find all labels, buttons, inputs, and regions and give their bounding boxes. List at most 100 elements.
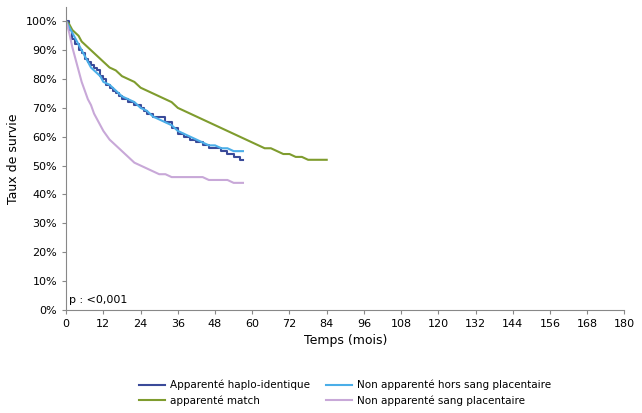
Non apparenté sang placentaire bbox=[87, 102, 95, 107]
Non apparenté sang placentaire bbox=[91, 111, 98, 116]
apparenté match bbox=[143, 88, 151, 93]
Non apparenté hors sang placentaire bbox=[186, 134, 194, 139]
apparenté match bbox=[137, 85, 144, 90]
Non apparenté hors sang placentaire bbox=[223, 146, 231, 151]
Non apparenté sang placentaire bbox=[211, 178, 219, 183]
Apparenté haplo-identique bbox=[223, 152, 231, 157]
Apparenté haplo-identique bbox=[199, 143, 207, 148]
Non apparenté hors sang placentaire bbox=[230, 149, 238, 154]
Non apparenté sang placentaire bbox=[118, 149, 126, 154]
apparenté match bbox=[168, 100, 175, 104]
Non apparenté hors sang placentaire bbox=[174, 128, 182, 133]
Apparenté haplo-identique bbox=[149, 114, 157, 119]
Non apparenté hors sang placentaire bbox=[149, 114, 157, 119]
Non apparenté sang placentaire bbox=[223, 178, 231, 183]
X-axis label: Temps (mois): Temps (mois) bbox=[304, 335, 387, 347]
Non apparenté hors sang placentaire bbox=[155, 117, 163, 122]
apparenté match bbox=[91, 51, 98, 56]
apparenté match bbox=[267, 146, 275, 151]
Apparenté haplo-identique bbox=[96, 74, 104, 78]
Non apparenté hors sang placentaire bbox=[91, 68, 98, 73]
Apparenté haplo-identique bbox=[230, 154, 238, 159]
Apparenté haplo-identique bbox=[168, 126, 175, 131]
Non apparenté sang placentaire bbox=[78, 79, 85, 84]
apparenté match bbox=[279, 152, 287, 157]
Non apparenté hors sang placentaire bbox=[211, 143, 219, 148]
Apparenté haplo-identique bbox=[84, 59, 92, 64]
Apparenté haplo-identique bbox=[152, 114, 160, 119]
apparenté match bbox=[211, 123, 219, 128]
apparenté match bbox=[130, 79, 138, 84]
Apparenté haplo-identique bbox=[137, 105, 144, 110]
apparenté match bbox=[84, 45, 92, 50]
Non apparenté sang placentaire bbox=[81, 88, 89, 93]
Non apparenté sang placentaire bbox=[186, 175, 194, 180]
apparenté match bbox=[248, 140, 256, 145]
Non apparenté sang placentaire bbox=[218, 178, 225, 183]
Apparenté haplo-identique bbox=[134, 102, 141, 107]
apparenté match bbox=[100, 59, 107, 64]
Non apparenté sang placentaire bbox=[65, 31, 73, 36]
Non apparenté sang placentaire bbox=[100, 128, 107, 133]
Non apparenté hors sang placentaire bbox=[199, 140, 207, 145]
apparenté match bbox=[236, 134, 244, 139]
apparenté match bbox=[317, 157, 324, 162]
Non apparenté sang placentaire bbox=[230, 180, 238, 185]
Apparenté haplo-identique bbox=[218, 149, 225, 154]
apparenté match bbox=[298, 154, 306, 159]
apparenté match bbox=[74, 33, 82, 38]
Non apparenté hors sang placentaire bbox=[180, 131, 188, 136]
apparenté match bbox=[199, 117, 207, 122]
Apparenté haplo-identique bbox=[211, 146, 219, 151]
Non apparenté sang placentaire bbox=[137, 163, 144, 168]
Non apparenté sang placentaire bbox=[143, 166, 151, 171]
Non apparenté sang placentaire bbox=[174, 175, 182, 180]
Non apparenté sang placentaire bbox=[193, 175, 200, 180]
Non apparenté hors sang placentaire bbox=[193, 137, 200, 142]
apparenté match bbox=[81, 42, 89, 47]
apparenté match bbox=[304, 157, 312, 162]
Apparenté haplo-identique bbox=[118, 97, 126, 102]
Non apparenté sang placentaire bbox=[149, 169, 157, 174]
Non apparenté sang placentaire bbox=[112, 143, 119, 148]
apparenté match bbox=[65, 22, 73, 27]
apparenté match bbox=[311, 157, 318, 162]
Apparenté haplo-identique bbox=[109, 88, 117, 93]
Non apparenté sang placentaire bbox=[180, 175, 188, 180]
Non apparenté hors sang placentaire bbox=[236, 149, 244, 154]
Non apparenté sang placentaire bbox=[84, 97, 92, 102]
Apparenté haplo-identique bbox=[69, 36, 76, 41]
Line: Apparenté haplo-identique: Apparenté haplo-identique bbox=[66, 21, 243, 160]
Line: Non apparenté sang placentaire: Non apparenté sang placentaire bbox=[66, 21, 243, 183]
Apparenté haplo-identique bbox=[146, 111, 153, 116]
Apparenté haplo-identique bbox=[125, 100, 132, 104]
apparenté match bbox=[118, 74, 126, 78]
Non apparenté hors sang placentaire bbox=[239, 149, 247, 154]
apparenté match bbox=[180, 108, 188, 113]
apparenté match bbox=[155, 94, 163, 99]
Non apparenté sang placentaire bbox=[62, 19, 70, 24]
Non apparenté hors sang placentaire bbox=[78, 48, 85, 53]
Non apparenté hors sang placentaire bbox=[168, 123, 175, 128]
apparenté match bbox=[149, 91, 157, 96]
Line: apparenté match: apparenté match bbox=[66, 21, 327, 160]
Apparenté haplo-identique bbox=[100, 76, 107, 81]
apparenté match bbox=[78, 39, 85, 44]
Apparenté haplo-identique bbox=[112, 91, 119, 96]
Non apparenté hors sang placentaire bbox=[81, 54, 89, 59]
Non apparenté sang placentaire bbox=[93, 117, 101, 122]
apparenté match bbox=[273, 149, 281, 154]
Non apparenté sang placentaire bbox=[168, 175, 175, 180]
Line: Non apparenté hors sang placentaire: Non apparenté hors sang placentaire bbox=[66, 21, 243, 151]
Y-axis label: Taux de survie: Taux de survie bbox=[7, 113, 20, 204]
apparenté match bbox=[62, 19, 70, 24]
Non apparenté hors sang placentaire bbox=[130, 100, 138, 104]
apparenté match bbox=[218, 126, 225, 131]
Non apparenté hors sang placentaire bbox=[218, 146, 225, 151]
Apparenté haplo-identique bbox=[74, 48, 82, 53]
Non apparenté hors sang placentaire bbox=[87, 65, 95, 70]
apparenté match bbox=[292, 154, 300, 159]
Apparenté haplo-identique bbox=[130, 102, 138, 107]
Non apparenté sang placentaire bbox=[199, 175, 207, 180]
Non apparenté sang placentaire bbox=[236, 180, 244, 185]
